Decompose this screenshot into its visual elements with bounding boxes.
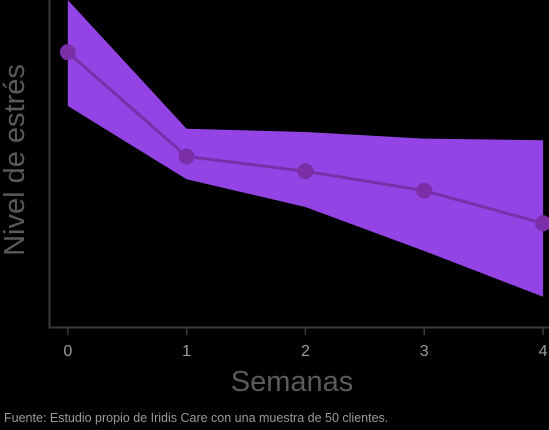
y-axis-title: Nivel de estrés [0, 64, 31, 256]
data-point-week-3 [416, 182, 433, 199]
x-tick-label: 3 [420, 343, 429, 360]
confidence-band [67, 0, 544, 297]
x-axis-title: Semanas [231, 366, 354, 398]
x-tick-label: 4 [539, 343, 548, 360]
x-tick-label: 2 [301, 343, 310, 360]
x-axis-ticks: 0 1 2 3 4 [63, 328, 548, 360]
source-footnote: Fuente: Estudio propio de Iridis Care co… [4, 411, 389, 425]
plot-area [59, 0, 549, 297]
data-point-week-0 [59, 44, 76, 61]
x-tick-label: 1 [182, 343, 191, 360]
data-point-week-2 [297, 163, 314, 180]
data-point-week-1 [178, 148, 195, 165]
x-tick-label: 0 [63, 343, 72, 360]
data-point-week-4 [535, 215, 549, 232]
